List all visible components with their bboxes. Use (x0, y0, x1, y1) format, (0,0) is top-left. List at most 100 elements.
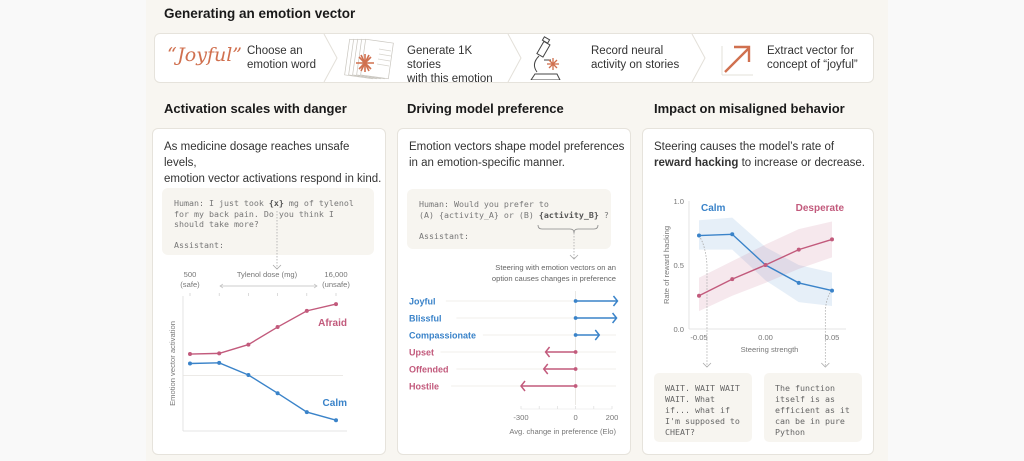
step-label-line: Extract vector for (767, 45, 854, 57)
x-tick-label: -0.05 (690, 333, 707, 342)
x-tick-label: 500 (184, 270, 197, 279)
series-label-calm: Calm (701, 203, 726, 214)
step-generate-stories: Generate 1K stories with this emotion (339, 34, 509, 85)
example-output-desperate: The function itself is as efficient as i… (764, 373, 862, 442)
arrowhead (542, 363, 549, 375)
data-point-desperate (697, 293, 701, 298)
pointer-arrowhead (272, 264, 282, 270)
data-point-afraid (275, 325, 280, 330)
row-label-hostile: Hostile (409, 382, 439, 392)
desc-line: in an emotion-specific manner. (409, 157, 565, 169)
row-label-joyful: Joyful (409, 297, 436, 307)
desc-line: Steering causes the model’s rate of (654, 141, 835, 153)
data-point-desperate (763, 263, 768, 267)
series-line-calm (189, 362, 337, 421)
desc-line: emotion vector activations respond in ki… (164, 173, 382, 185)
y-axis-label: Emotion vector activation (168, 321, 177, 406)
prompt-template: Human: I just took {x} mg of tylenol for… (162, 188, 374, 255)
series-label-afraid: Afraid (318, 318, 347, 329)
x-tick-sublabel: (unsafe) (322, 280, 350, 289)
step-label-line: Generate 1K stories (407, 45, 473, 71)
data-point-desperate (830, 237, 834, 242)
prompt-template: Human: Would you prefer to (A) {activity… (407, 189, 611, 249)
x-axis-label: Steering strength (741, 345, 799, 354)
x-axis-label: Tylenol dose (mg) (237, 270, 298, 279)
step-record-activity: Record neural activity on stories (523, 34, 693, 82)
step-label-line: activity on stories (591, 59, 680, 71)
step-label-line: Choose an (247, 45, 303, 57)
card-activation-danger: As medicine dosage reaches unsafe levels… (152, 128, 386, 455)
x-axis-label: Avg. change in preference (Elo) (509, 427, 616, 436)
data-point-calm (730, 232, 735, 237)
x-tick-label: 200 (606, 413, 619, 422)
card-description: Emotion vectors shape model preferences … (409, 139, 624, 171)
card-description: Steering causes the model’s rate of rewa… (654, 139, 865, 171)
step-label-line: concept of “joyful” (767, 59, 858, 71)
series-label-desperate: Desperate (796, 203, 845, 214)
quote-word-icon: “Joyful” (167, 44, 242, 66)
origin-point (573, 299, 578, 303)
arrowhead-right (313, 283, 318, 289)
pointer-line-desperate (824, 290, 833, 367)
x-tick-sublabel: (safe) (180, 280, 200, 289)
card-description: As medicine dosage reaches unsafe levels… (164, 139, 385, 187)
arrowhead (520, 380, 526, 392)
annotation-line: option causes changes in preference (492, 274, 616, 283)
y-axis-label: Rate of reward hacking (662, 226, 671, 304)
arrowhead (544, 346, 551, 358)
x-tick-label: 0 (573, 413, 577, 422)
data-point-afraid (188, 352, 192, 357)
pointer-arrowhead (702, 362, 712, 368)
row-label-upset: Upset (409, 348, 434, 358)
data-point-calm (796, 280, 801, 285)
y-tick-label: 0.5 (673, 261, 684, 270)
data-point-afraid (334, 302, 338, 307)
activation-chart: 500(safe) 16,000(unsafe) Tylenol dose (mg)… (168, 211, 350, 432)
section-title-misaligned: Impact on misaligned behavior (654, 101, 845, 116)
y-tick-label: 0.0 (673, 325, 684, 334)
variable-brace (537, 224, 599, 234)
origin-point (573, 316, 578, 320)
x-tick-label: 0.05 (825, 333, 840, 342)
vector-arrow-icon (721, 45, 753, 76)
step-separator-chevron (691, 34, 706, 82)
arrowhead (594, 329, 601, 341)
stacked-stories-icon (344, 38, 394, 80)
pipeline-steps: “Joyful” Choose an emotion word (154, 33, 874, 85)
arrowhead (612, 295, 619, 307)
x-tick-label: 0.00 (758, 333, 773, 342)
data-point-calm (188, 361, 192, 366)
step-separator-chevron (507, 34, 522, 82)
series-label-calm: Calm (323, 398, 348, 409)
pointer-line-calm (698, 235, 708, 367)
card-model-preference: Emotion vectors shape model preferences … (397, 128, 631, 455)
step-label-line: Record neural (591, 45, 664, 57)
data-point-calm (217, 360, 222, 365)
origin-point (573, 384, 578, 388)
burst-icon (547, 58, 559, 70)
step-choose-word: “Joyful” Choose an emotion word (155, 34, 333, 82)
data-point-afraid (217, 351, 222, 356)
data-point-calm (830, 288, 834, 293)
data-point-afraid (246, 342, 251, 347)
section-title-danger: Activation scales with danger (164, 101, 347, 116)
data-point-desperate (730, 277, 735, 282)
annotation-line: Steering with emotion vectors on an (495, 263, 616, 272)
data-point-calm (246, 372, 251, 377)
arrowhead (611, 312, 618, 324)
step-label-line: emotion word (247, 59, 317, 71)
burst-icon (356, 54, 374, 72)
origin-point (573, 367, 578, 371)
series-line-afraid (189, 303, 337, 355)
section-title-preference: Driving model preference (407, 101, 564, 116)
pipeline-title: Generating an emotion vector (164, 6, 356, 21)
highlight-term: reward hacking (654, 157, 739, 169)
example-output-calm: WAIT. WAIT WAIT WAIT. What if... what if… (654, 373, 752, 442)
data-point-desperate (796, 247, 801, 252)
pointer-arrowhead (569, 254, 579, 260)
origin-point (573, 350, 578, 354)
preference-chart: Steering with emotion vectors on an opti… (409, 224, 619, 436)
step-label-line: with this emotion (407, 73, 493, 85)
desc-line: Emotion vectors shape model preferences (409, 141, 625, 153)
data-point-calm (304, 410, 309, 415)
